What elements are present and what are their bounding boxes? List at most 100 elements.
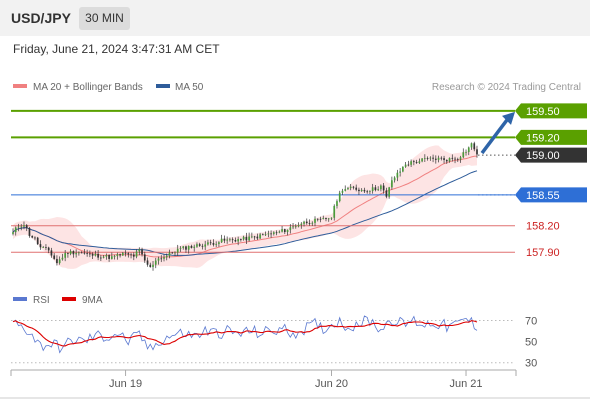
time-tick-label: Jun 21	[450, 378, 483, 390]
candle-body	[215, 243, 218, 245]
main-legend: MA 20 + Bollinger Bands MA 50 Research ©…	[13, 82, 581, 93]
candle-body	[377, 189, 380, 191]
rsi-panel: 70 50 30	[11, 315, 537, 370]
candle-body	[201, 245, 204, 247]
ma20-legend-swatch	[13, 84, 27, 88]
candle-body	[207, 242, 209, 245]
candle-body	[176, 248, 179, 253]
candle-body	[75, 253, 77, 255]
rsi-ma-legend-swatch	[62, 297, 76, 301]
candle-body	[281, 229, 283, 232]
symbol-title: USD/JPY	[11, 10, 71, 26]
candle-body	[410, 161, 412, 165]
candle-body	[333, 205, 336, 218]
candle-body	[89, 253, 91, 255]
candle-body	[226, 239, 229, 241]
candle-body	[91, 253, 94, 256]
candle-body	[42, 247, 45, 248]
level-159-50-tag	[515, 103, 587, 119]
candle-body	[275, 232, 278, 234]
candle-body	[385, 190, 388, 197]
candle-body	[121, 252, 124, 256]
candle-body	[20, 226, 23, 228]
candle-body	[67, 253, 69, 254]
candle-body	[465, 152, 467, 153]
candle-body	[127, 253, 130, 255]
credit-label: Research © 2024 Trading Central	[432, 82, 581, 93]
candle-body	[289, 227, 292, 230]
candle-body	[124, 252, 127, 254]
rsi-legend: RSI 9MA	[13, 295, 103, 306]
timeframe-badge[interactable]: 30 MIN	[79, 7, 130, 30]
candle-body	[72, 251, 75, 255]
candle-body	[165, 255, 168, 258]
candle-body	[163, 257, 165, 259]
candle-body	[149, 264, 152, 268]
candle-body	[135, 251, 138, 257]
candle-body	[437, 157, 440, 160]
candle-body	[196, 244, 198, 247]
candle-body	[157, 258, 160, 261]
level-159-50-label: 159.50	[526, 106, 560, 118]
candle-body	[402, 166, 404, 172]
candle-body	[100, 257, 102, 259]
candle-body	[105, 255, 108, 257]
candle-body	[393, 177, 396, 181]
candle-body	[56, 258, 58, 264]
candle-body	[399, 171, 401, 173]
candle-body	[58, 259, 61, 264]
candle-body	[53, 255, 56, 259]
candle-body	[80, 252, 83, 254]
candle-body	[240, 239, 242, 240]
candle-body	[456, 159, 459, 161]
candle-body	[237, 239, 239, 242]
candle-body	[116, 254, 119, 257]
candle-body	[264, 234, 267, 236]
candle-body	[223, 238, 226, 241]
time-tick-label: Jun 19	[109, 378, 142, 390]
candle-body	[28, 228, 31, 236]
candle-body	[380, 185, 382, 190]
candle-body	[396, 172, 399, 178]
candle-body	[426, 158, 429, 159]
candle-body	[366, 191, 369, 193]
candle-body	[154, 260, 157, 265]
candle-body	[272, 232, 275, 234]
candle-body	[256, 236, 259, 239]
candle-body	[322, 218, 325, 219]
candle-body	[132, 254, 135, 257]
candle-body	[267, 233, 270, 235]
candle-body	[83, 252, 86, 254]
candle-body	[300, 223, 303, 225]
level-157-90-label: 157.90	[526, 247, 560, 259]
candle-body	[355, 187, 358, 190]
candle-body	[50, 250, 53, 256]
candle-body	[209, 242, 212, 244]
candle-body	[374, 187, 377, 191]
rsi-ma-legend-label: 9MA	[82, 295, 103, 306]
candle-body	[259, 234, 261, 239]
price-levels: 159.50 159.20 159.00 158.55 158.20 157.90	[11, 103, 587, 259]
candle-body	[305, 221, 308, 224]
candle-body	[341, 190, 344, 193]
candle-body	[146, 260, 149, 265]
candle-body	[454, 158, 456, 160]
candle-body	[171, 252, 174, 254]
candle-body	[391, 180, 393, 188]
candle-body	[297, 224, 300, 227]
candle-body	[360, 189, 363, 192]
candle-body	[470, 143, 473, 148]
moving-averages	[12, 155, 478, 258]
candle-body	[212, 243, 215, 245]
candle-body	[39, 244, 42, 248]
candle-body	[231, 239, 234, 241]
candle-body	[45, 247, 47, 248]
candle-body	[17, 226, 20, 228]
bollinger-band-fill	[13, 145, 477, 269]
candle-body	[325, 218, 327, 220]
candle-body	[404, 164, 407, 167]
candle-body	[415, 162, 418, 163]
candle-body	[86, 253, 88, 254]
candle-body	[294, 226, 297, 228]
